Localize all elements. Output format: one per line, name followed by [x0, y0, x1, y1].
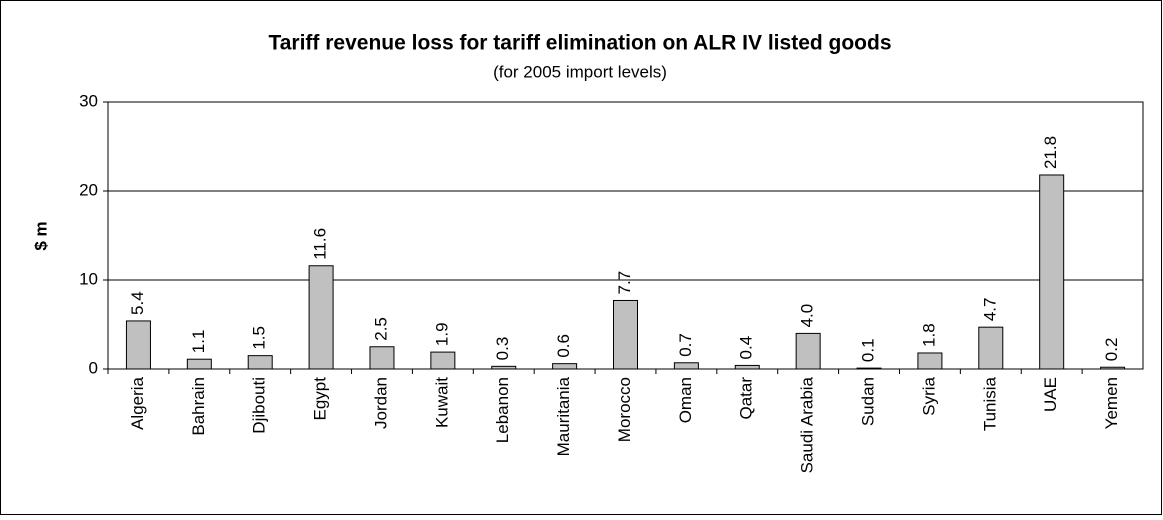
bar	[430, 351, 456, 370]
chart-title: Tariff revenue loss for tariff eliminati…	[268, 32, 891, 55]
data-label: 7.7	[615, 271, 634, 295]
x-tick-label: Morocco	[615, 377, 634, 442]
x-tick-label: Sudan	[859, 377, 878, 426]
x-tick-label: Egypt	[311, 377, 330, 421]
x-tick-label: Lebanon	[493, 377, 512, 443]
data-label: 0.7	[676, 333, 695, 357]
data-label: 4.7	[980, 298, 999, 322]
x-tick-label: Kuwait	[432, 377, 451, 428]
data-label: 0.4	[737, 336, 756, 360]
x-tick-label: Oman	[676, 377, 695, 423]
x-tick-label: Tunisia	[980, 376, 999, 431]
data-label: 0.2	[1102, 338, 1121, 362]
data-label: 5.4	[128, 291, 147, 315]
y-tick-label: 10	[79, 269, 98, 288]
bar	[552, 363, 578, 370]
bar	[917, 352, 943, 370]
bar	[247, 355, 273, 370]
data-label: 1.8	[919, 323, 938, 347]
bar	[186, 358, 212, 370]
x-tick-label: Saudi Arabia	[798, 376, 817, 473]
bar	[734, 364, 760, 370]
bar	[978, 326, 1004, 370]
data-label: 1.1	[189, 330, 208, 354]
x-tick-label: Algeria	[128, 376, 147, 429]
bar	[125, 320, 151, 370]
y-tick-label: 30	[79, 91, 98, 110]
bar	[369, 346, 395, 370]
x-tick-label: Djibouti	[250, 377, 269, 434]
data-label: 2.5	[371, 317, 390, 341]
x-tick-label: Yemen	[1102, 377, 1121, 429]
y-tick-label: 0	[89, 358, 98, 377]
data-label: 1.9	[432, 322, 451, 346]
data-label: 0.6	[554, 334, 573, 358]
x-tick-label: UAE	[1041, 377, 1060, 412]
data-label: 0.1	[859, 338, 878, 362]
bar	[856, 367, 882, 370]
bar	[795, 332, 821, 370]
y-axis-label: $ m	[31, 221, 50, 250]
x-tick-label: Mauritania	[554, 376, 573, 456]
bar	[613, 299, 638, 370]
bar	[673, 362, 699, 370]
bar	[491, 365, 517, 370]
bar	[1100, 366, 1126, 370]
x-tick-label: Syria	[919, 376, 938, 415]
chart-subtitle: (for 2005 import levels)	[493, 62, 667, 81]
y-tick-label: 20	[79, 180, 98, 199]
x-tick-label: Jordan	[371, 377, 390, 429]
data-label: 11.6	[311, 228, 330, 260]
data-label: 21.8	[1041, 136, 1060, 169]
bar	[1039, 174, 1065, 370]
data-label: 1.5	[250, 326, 269, 350]
bar	[308, 265, 334, 370]
data-label: 0.3	[493, 337, 512, 361]
data-label: 4.0	[798, 304, 817, 328]
x-tick-label: Bahrain	[189, 377, 208, 436]
x-tick-label: Qatar	[737, 377, 756, 420]
